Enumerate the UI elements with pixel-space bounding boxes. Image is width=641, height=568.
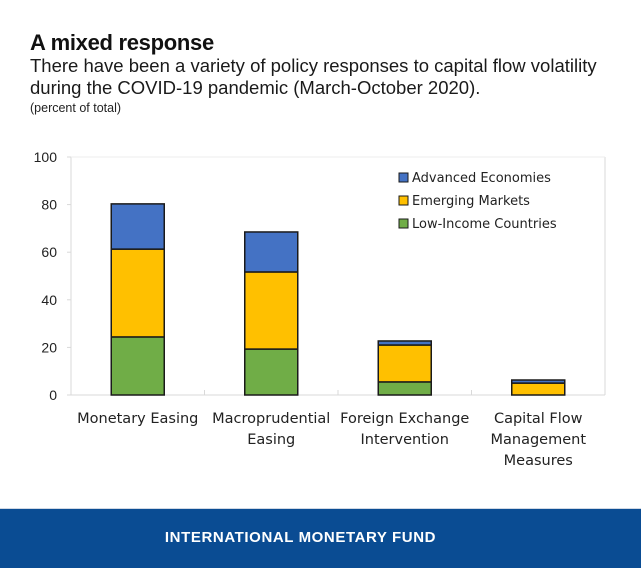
x-tick-label: Monetary Easing (77, 411, 198, 427)
x-tick-label: Intervention (360, 432, 449, 448)
bar-segment-emerging-markets (110, 248, 165, 338)
bar-segment-advanced-economies (244, 231, 299, 273)
legend-label: Emerging Markets (412, 194, 530, 209)
legend-swatch (398, 195, 409, 206)
bar-segment-emerging-markets (244, 271, 299, 350)
footer-banner: INTERNATIONAL MONETARY FUND (0, 508, 641, 568)
x-tick-label: Measures (504, 453, 573, 469)
bar-segment-advanced-economies (511, 379, 566, 384)
y-tick-label: 20 (41, 339, 57, 355)
stacked-bar-chart: 0 20 40 60 80 100 Monetary Easing Macroprudenti… (34, 149, 606, 469)
bar-segment-low-income-countries (110, 336, 165, 396)
chart-title: A mixed response (30, 30, 214, 55)
legend-swatch (398, 218, 409, 229)
footer-text: INTERNATIONAL MONETARY FUND (164, 529, 437, 546)
bar-segment-emerging-markets (377, 344, 432, 383)
bar-segment-advanced-economies (377, 340, 432, 346)
y-tick-label: 40 (41, 292, 57, 308)
legend-label: Low-Income Countries (412, 217, 557, 232)
bar-segment-low-income-countries (377, 381, 432, 396)
bar-segment-advanced-economies (110, 203, 165, 250)
y-tick-label: 0 (49, 387, 57, 403)
y-tick-label: 100 (34, 149, 58, 165)
x-tick-label: Easing (247, 432, 295, 448)
legend-swatch (398, 172, 409, 183)
legend-label: Advanced Economies (412, 171, 551, 186)
y-tick-label: 80 (41, 197, 57, 213)
x-tick-label: Management (490, 432, 586, 448)
bar-segment-low-income-countries (244, 348, 299, 396)
chart-subtitle: There have been a variety of policy resp… (30, 55, 597, 98)
bar-segment-emerging-markets (511, 382, 566, 396)
unit-label: (percent of total) (30, 101, 122, 115)
x-tick-label: Macroprudential (212, 411, 330, 427)
x-tick-label: Capital Flow (494, 411, 583, 427)
x-tick-label: Foreign Exchange (340, 411, 469, 427)
y-tick-label: 60 (41, 244, 57, 260)
